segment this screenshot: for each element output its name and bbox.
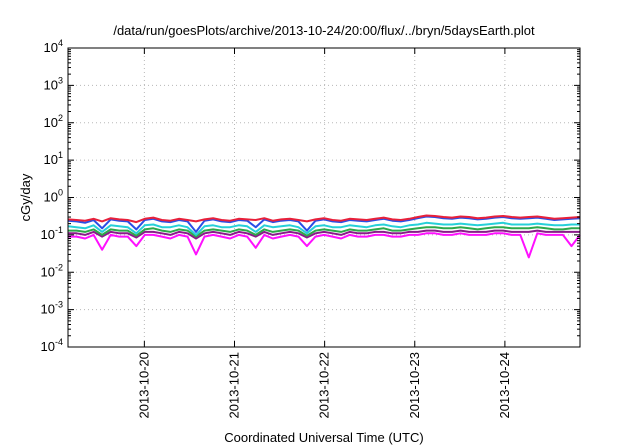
y-tick-label: 100 (44, 188, 63, 205)
grid-lines (68, 48, 580, 347)
series-line-1 (67, 214, 581, 224)
series-line-6 (68, 232, 581, 259)
y-tick-label: 10-1 (41, 225, 63, 242)
y-tick-label: 104 (44, 38, 63, 55)
x-tick-label: 2013-10-24 (497, 352, 512, 419)
y-tick-label: 103 (44, 75, 63, 92)
series-line-3 (67, 221, 580, 236)
x-axis: 2013-10-20 2013-10-21 2013-10-22 2013-10-23… (136, 48, 512, 419)
series-layer (67, 214, 581, 259)
x-tick-label: 2013-10-20 (136, 352, 151, 419)
series-line-4 (68, 226, 580, 238)
y-axis: 10-4 10-3 10-2 10-1 100 101 102 103 104 (41, 38, 580, 354)
y-tick-label: 101 (44, 150, 63, 167)
y-axis-label: cGy/day (18, 173, 33, 221)
chart-title: /data/run/goesPlots/archive/2013-10-24/2… (113, 23, 535, 38)
series-line-5 (68, 229, 580, 240)
y-tick-label: 10-2 (41, 262, 63, 279)
y-tick-label: 10-4 (41, 337, 63, 354)
series-line-2 (67, 215, 581, 233)
x-axis-label: Coordinated Universal Time (UTC) (224, 430, 423, 445)
y-tick-label: 102 (44, 113, 63, 130)
x-tick-label: 2013-10-22 (317, 352, 332, 419)
x-tick-label: 2013-10-21 (226, 352, 241, 419)
x-tick-label: 2013-10-23 (407, 352, 422, 419)
y-tick-label: 10-3 (41, 300, 63, 317)
